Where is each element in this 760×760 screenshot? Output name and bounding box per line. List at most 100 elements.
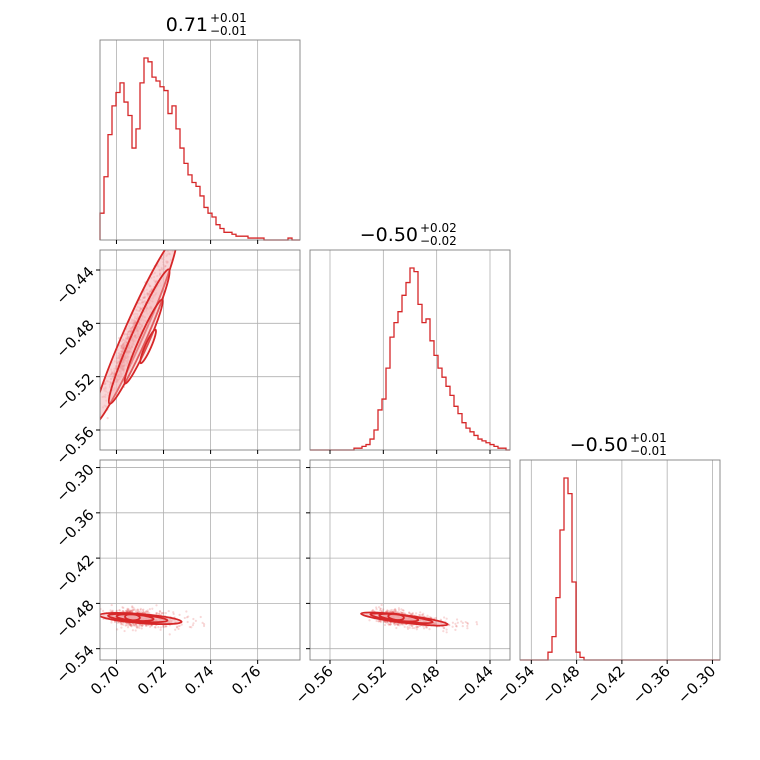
- scatter-point: [131, 608, 135, 612]
- scatter-point: [174, 628, 177, 631]
- scatter-point: [397, 608, 401, 612]
- scatter-point: [398, 624, 401, 627]
- scatter-point: [180, 623, 183, 626]
- scatter-point: [130, 625, 133, 628]
- scatter-point: [172, 611, 175, 614]
- scatter-point: [434, 616, 438, 620]
- scatter-point: [123, 629, 126, 633]
- scatter-point: [155, 611, 158, 615]
- scatter-point: [394, 607, 397, 611]
- scatter-point: [387, 610, 390, 613]
- scatter-point: [401, 609, 404, 612]
- scatter-point: [129, 623, 132, 626]
- panel-frame: [99, 459, 301, 661]
- scatter-point: [136, 608, 140, 611]
- scatter-point: [118, 609, 121, 612]
- density-r2-c1: [360, 603, 479, 634]
- scatter-point: [202, 624, 206, 628]
- scatter-point: [400, 623, 403, 626]
- scatter-point: [140, 624, 144, 627]
- histogram-param-2: [520, 477, 720, 661]
- scatter-point: [409, 624, 413, 627]
- scatter-point: [464, 620, 467, 624]
- scatter-point: [162, 625, 165, 629]
- scatter-point: [132, 606, 135, 609]
- scatter-point: [159, 628, 162, 631]
- scatter-point: [394, 610, 397, 613]
- scatter-point: [134, 611, 137, 614]
- scatter-point: [390, 608, 393, 612]
- scatter-point: [418, 614, 422, 617]
- scatter-point: [425, 626, 428, 629]
- scatter-point: [173, 246, 175, 248]
- scatter-point: [382, 620, 385, 623]
- panel-frame: [99, 249, 301, 451]
- scatter-point: [401, 611, 404, 615]
- scatter-point: [118, 621, 121, 624]
- scatter-point: [120, 623, 123, 626]
- scatter-point: [121, 610, 125, 613]
- scatter-point: [185, 204, 187, 206]
- scatter-point: [175, 237, 177, 239]
- scatter-point: [180, 217, 182, 219]
- scatter-point: [110, 621, 113, 624]
- scatter-point: [401, 623, 404, 626]
- scatter-point: [162, 611, 165, 615]
- scatter-point: [394, 609, 397, 612]
- scatter-point: [426, 614, 429, 617]
- scatter-point: [387, 623, 390, 626]
- x-tick-label: −0.48: [398, 662, 443, 707]
- scatter-point: [415, 628, 418, 631]
- scatter-point: [130, 610, 133, 613]
- scatter-point: [145, 610, 148, 613]
- scatter-point: [420, 613, 423, 616]
- scatter-point: [130, 609, 133, 612]
- y-tick-label: −0.42: [52, 551, 97, 596]
- scatter-point: [111, 610, 114, 613]
- scatter-point: [111, 609, 114, 612]
- scatter-point: [443, 626, 446, 630]
- density-r1-c0: [100, 204, 187, 426]
- scatter-point: [192, 622, 195, 625]
- scatter-point: [383, 623, 387, 627]
- scatter-point: [175, 219, 177, 221]
- scatter-point: [181, 231, 183, 233]
- scatter-point: [158, 610, 161, 613]
- x-tick-label: −0.48: [538, 662, 583, 707]
- scatter-point: [157, 626, 160, 629]
- histogram-param-0: [99, 57, 300, 241]
- scatter-point: [411, 624, 414, 628]
- scatter-point: [125, 623, 128, 627]
- scatter-point: [128, 610, 132, 613]
- scatter-point: [466, 627, 469, 630]
- scatter-point: [389, 623, 392, 626]
- scatter-point: [475, 620, 478, 624]
- scatter-point: [396, 624, 400, 627]
- scatter-point: [106, 417, 109, 420]
- scatter-point: [109, 609, 112, 612]
- y-tick-label: −0.30: [52, 460, 97, 505]
- scatter-point: [132, 622, 135, 626]
- scatter-point: [201, 621, 204, 624]
- scatter-point: [130, 624, 133, 627]
- scatter-point: [172, 236, 174, 238]
- title-median: −0.50: [360, 224, 418, 246]
- scatter-point: [160, 611, 163, 614]
- scatter-point: [192, 617, 195, 621]
- scatter-point: [397, 607, 401, 610]
- scatter-point: [151, 624, 154, 627]
- scatter-point: [455, 625, 458, 628]
- contour-level-4: [387, 612, 405, 621]
- title-median: 0.71: [166, 14, 208, 36]
- scatter-point: [133, 624, 137, 627]
- scatter-point: [411, 612, 414, 616]
- scatter-point: [119, 621, 122, 624]
- scatter-point: [157, 613, 161, 616]
- title-minus: −0.01: [630, 444, 667, 458]
- scatter-point: [148, 608, 151, 611]
- scatter-point: [400, 608, 403, 611]
- scatter-point: [127, 610, 130, 613]
- scatter-point: [134, 629, 137, 632]
- scatter-point: [131, 605, 134, 608]
- y-tick-label: −0.36: [52, 506, 97, 551]
